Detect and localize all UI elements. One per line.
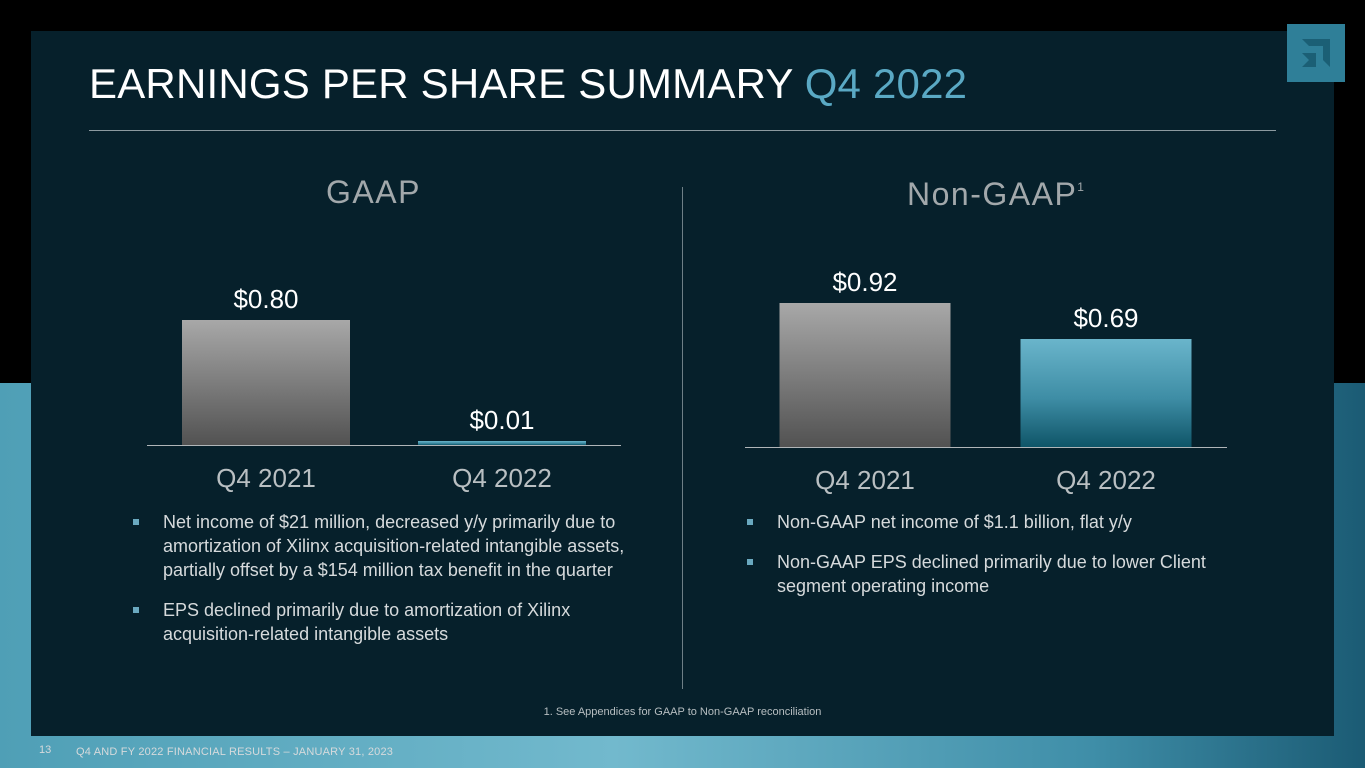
non-gaap-value-label-2: $0.69	[1073, 303, 1138, 333]
non-gaap-bar-1	[779, 303, 951, 447]
bullet-square-icon	[747, 559, 753, 565]
amd-logo	[1287, 24, 1345, 82]
list-item: Non-GAAP EPS declined primarily due to l…	[745, 550, 1275, 598]
non-gaap-bullet-text: Non-GAAP EPS declined primarily due to l…	[777, 552, 1206, 596]
non-gaap-heading-text: Non-GAAP	[907, 176, 1078, 212]
footer-text: Q4 AND FY 2022 FINANCIAL RESULTS – JANUA…	[76, 746, 394, 758]
gaap-value-label-2: $0.01	[469, 405, 534, 435]
list-item: EPS declined primarily due to amortizati…	[131, 598, 651, 646]
non-gaap-bullet-list: Non-GAAP net income of $1.1 billion, fla…	[745, 510, 1275, 614]
bullet-square-icon	[133, 607, 139, 613]
gaap-value-label-1: $0.80	[233, 284, 298, 314]
gaap-heading: GAAP	[326, 174, 421, 211]
title-main: EARNINGS PER SHARE SUMMARY	[89, 60, 793, 107]
non-gaap-category-label-2: Q4 2022	[1056, 465, 1156, 495]
non-gaap-bullet-text: Non-GAAP net income of $1.1 billion, fla…	[777, 512, 1132, 532]
gaap-bullet-text: EPS declined primarily due to amortizati…	[163, 600, 571, 644]
bullet-square-icon	[747, 519, 753, 525]
gaap-bullet-text: Net income of $21 million, decreased y/y…	[163, 512, 625, 580]
gaap-category-label-1: Q4 2021	[216, 463, 316, 493]
gaap-heading-text: GAAP	[326, 174, 421, 210]
title-rule	[89, 130, 1276, 131]
bullet-square-icon	[133, 519, 139, 525]
non-gaap-value-label-1: $0.92	[832, 267, 897, 297]
non-gaap-category-label-1: Q4 2021	[815, 465, 915, 495]
gaap-bullet-list: Net income of $21 million, decreased y/y…	[131, 510, 651, 662]
non-gaap-bar-2	[1020, 339, 1192, 447]
title-accent: Q4 2022	[804, 60, 968, 107]
gaap-bar-1	[182, 320, 350, 445]
slide-title: EARNINGS PER SHARE SUMMARY Q4 2022	[89, 60, 967, 108]
list-item: Non-GAAP net income of $1.1 billion, fla…	[745, 510, 1275, 534]
amd-arrow-icon	[1302, 39, 1330, 67]
gaap-category-label-2: Q4 2022	[452, 463, 552, 493]
page-number: 13	[39, 744, 52, 756]
footnote: 1. See Appendices for GAAP to Non-GAAP r…	[543, 706, 822, 718]
non-gaap-footnote-marker: 1	[1077, 180, 1084, 194]
non-gaap-heading: Non-GAAP1	[907, 176, 1084, 213]
section-divider	[682, 187, 683, 689]
gaap-bar-2	[418, 441, 586, 445]
list-item: Net income of $21 million, decreased y/y…	[131, 510, 651, 582]
